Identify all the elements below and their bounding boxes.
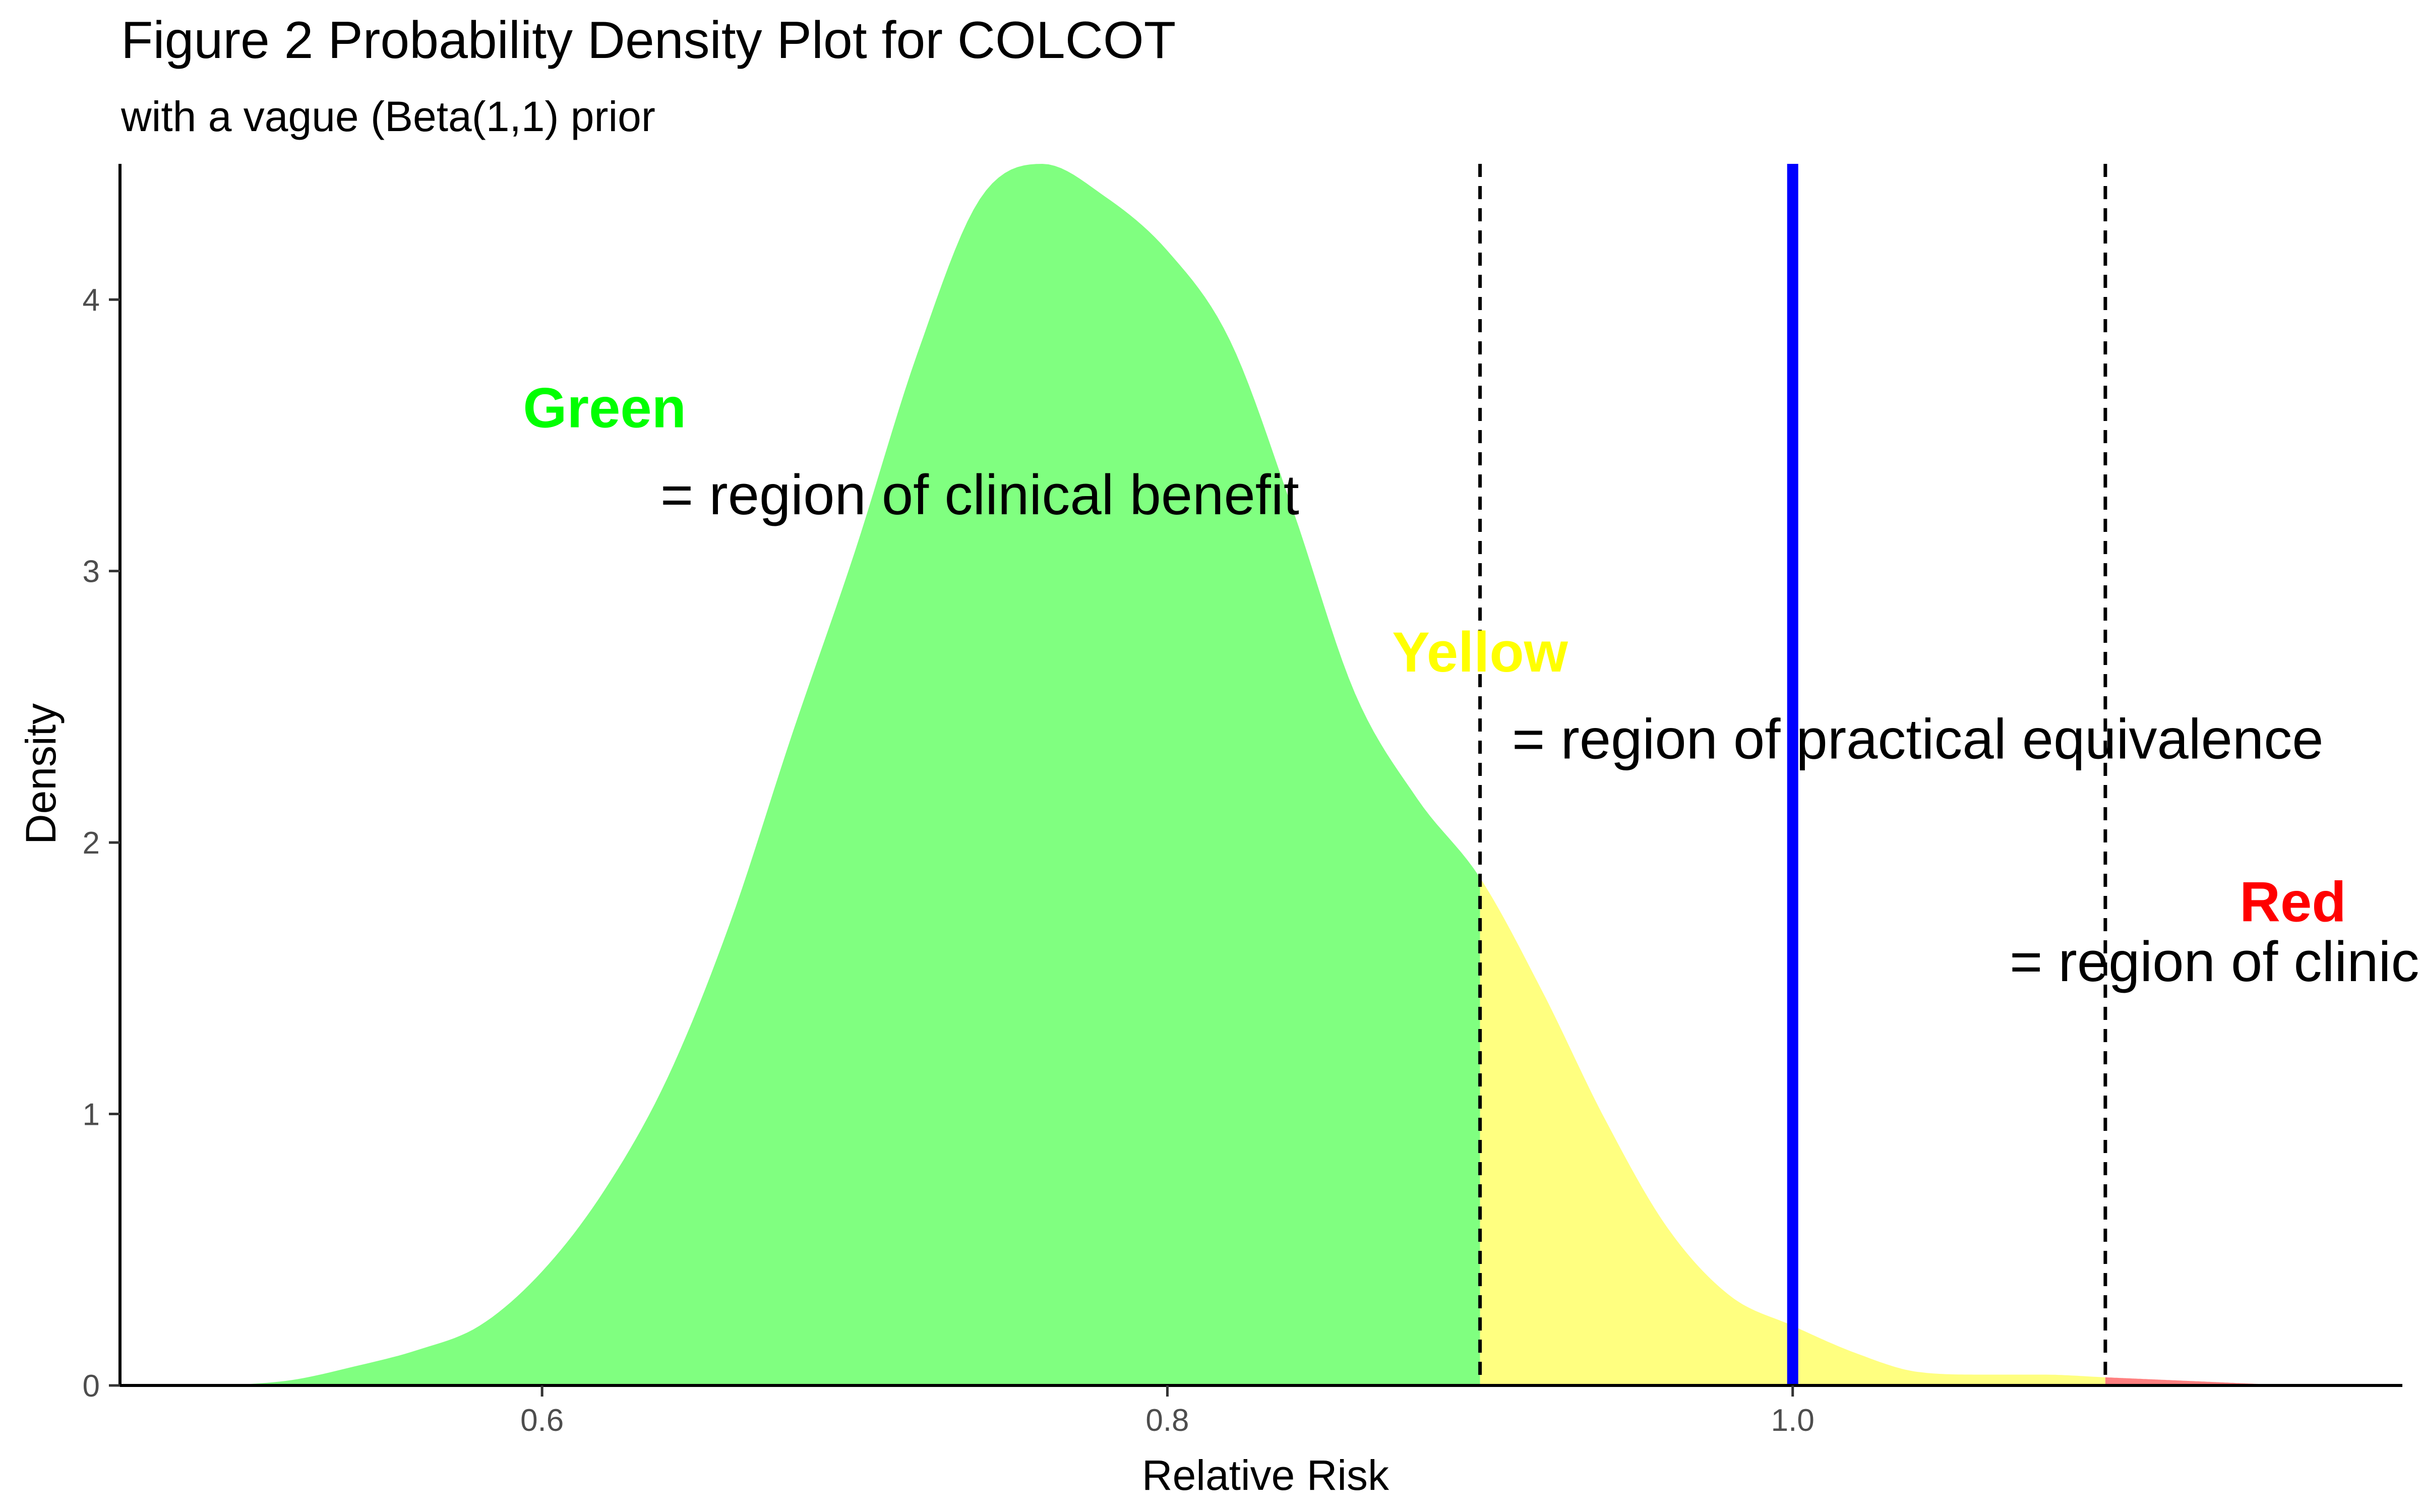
x-axis-title: Relative Risk bbox=[1142, 1451, 1389, 1499]
chart-subtitle: with a vague (Beta(1,1) prior bbox=[120, 93, 655, 140]
annotation-label-red: Red bbox=[2240, 871, 2346, 934]
y-axis-title: Density bbox=[17, 703, 65, 844]
y-tick-label: 4 bbox=[83, 283, 100, 318]
reference-lines bbox=[1478, 164, 2107, 1385]
region-red bbox=[2105, 1377, 2293, 1385]
region-yellow bbox=[1480, 878, 2105, 1385]
y-tick-label: 1 bbox=[83, 1098, 100, 1132]
annotation-text-red: = region of clinical harm bbox=[2010, 930, 2420, 993]
chart-title: Figure 2 Probability Density Plot for CO… bbox=[121, 11, 1176, 70]
x-tick-label: 0.8 bbox=[1145, 1403, 1189, 1438]
annotation-text-yellow: = region of practical equivalence bbox=[1512, 708, 2323, 771]
x-tick-label: 0.6 bbox=[520, 1403, 564, 1438]
y-tick-label: 3 bbox=[83, 555, 100, 589]
axes: 0.6 0.8 1.0 0 1 2 3 4 bbox=[83, 164, 2402, 1438]
region-green bbox=[229, 164, 1480, 1385]
y-tick-label: 2 bbox=[83, 826, 100, 861]
annotation-label-green: Green bbox=[523, 377, 686, 440]
density-regions bbox=[229, 164, 2293, 1385]
annotation-label-yellow: Yellow bbox=[1392, 621, 1568, 684]
annotations: Green = region of clinical benefit Yellow =… bbox=[523, 377, 2420, 993]
annotation-text-green: = region of clinical benefit bbox=[660, 463, 1299, 526]
y-tick-label: 0 bbox=[83, 1369, 100, 1404]
x-tick-label: 1.0 bbox=[1771, 1403, 1814, 1438]
